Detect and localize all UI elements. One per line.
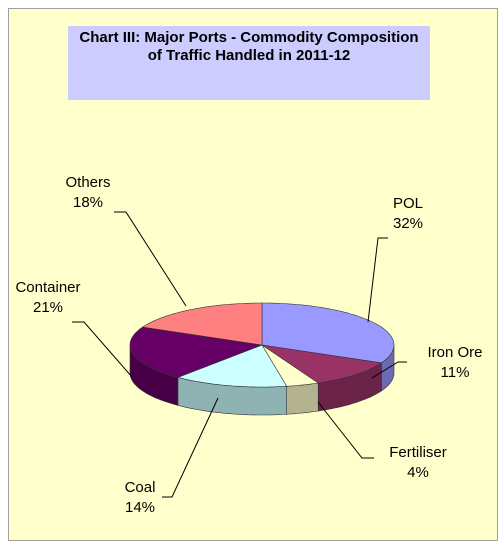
slice-value-label: 4% (407, 464, 429, 481)
slice-value-label: 32% (393, 215, 423, 232)
leader-line (114, 211, 187, 307)
pie-slice-side (286, 382, 319, 415)
leader-line (72, 321, 133, 378)
slice-label: Container (15, 279, 80, 296)
leader-line (162, 397, 219, 498)
pie-slice (176, 344, 288, 388)
slice-label: Iron Ore (427, 344, 482, 361)
pie-slice (141, 302, 263, 346)
chart-title: Chart III: Major Ports - Commodity Compo… (68, 26, 430, 100)
leader-line (317, 401, 374, 459)
leader-line (367, 237, 388, 323)
slice-label: Others (65, 174, 110, 191)
slice-label: Coal (125, 479, 156, 496)
leader-line (371, 361, 407, 379)
pie-slice (261, 344, 383, 384)
slice-label: Fertiliser (389, 444, 447, 461)
pie-slice (261, 302, 395, 364)
slice-value-label: 21% (33, 299, 63, 316)
slice-value-label: 11% (441, 364, 470, 381)
slice-label: POL (393, 195, 423, 212)
pie-slice (129, 326, 264, 378)
slice-value-label: 18% (73, 194, 103, 211)
pie-slice (261, 344, 320, 387)
slice-value-label: 14% (125, 499, 155, 516)
